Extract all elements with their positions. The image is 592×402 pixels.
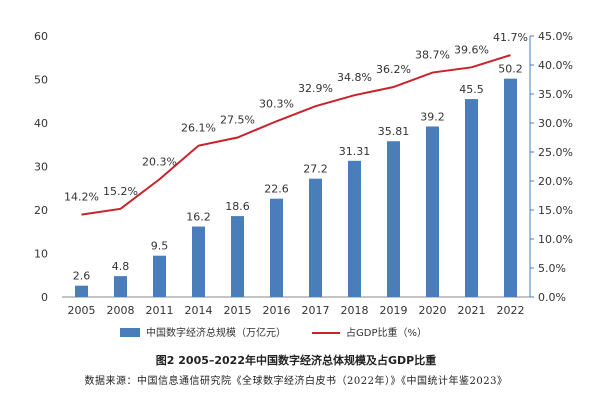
x-axis-tick-label: 2018 [341, 304, 369, 317]
bar-value-label: 22.6 [264, 183, 289, 196]
bar-value-label: 9.5 [151, 240, 169, 253]
legend-bar-label: 中国数字经济总规模（万亿元） [146, 326, 286, 339]
line-value-label: 30.3% [259, 97, 294, 110]
right-axis-tick-label: 0.0% [538, 291, 566, 304]
right-axis-tick-label: 30.0% [538, 117, 573, 130]
bar [75, 285, 88, 297]
line-value-label: 26.1% [181, 122, 216, 135]
line-value-label: 36.2% [376, 63, 411, 76]
bar [309, 178, 322, 297]
right-axis-tick-label: 20.0% [538, 175, 573, 188]
bar-value-label: 35.81 [378, 125, 410, 138]
x-axis-tick-label: 2016 [263, 304, 291, 317]
bar-value-label: 50.2 [498, 63, 523, 76]
bar [153, 255, 166, 297]
legend-line-label: 占GDP比重（%） [346, 326, 427, 339]
x-axis-tick-label: 2008 [107, 304, 135, 317]
line-value-label: 34.8% [337, 71, 372, 84]
data-source-note: 数据来源：中国信息通信研究院《全球数字经济白皮书（2022年）》《中国统计年鉴2… [84, 376, 508, 387]
x-axis-ticks: 2005 2008 2011 2014 2015 2016 2017 2018 2019 2020… [68, 304, 525, 317]
bar-value-label: 18.6 [225, 200, 250, 213]
line-series [81, 54, 511, 216]
left-axis-tick-label: 20 [34, 204, 48, 217]
left-axis-ticks: 0 10 20 30 40 50 60 [34, 30, 48, 304]
bar [114, 276, 127, 297]
line-value-label: 38.7% [415, 49, 450, 62]
left-axis-tick-label: 10 [34, 248, 48, 261]
bar [426, 126, 439, 297]
line-value-label: 14.2% [64, 191, 99, 204]
left-axis-tick-label: 40 [34, 117, 48, 130]
left-axis-tick-label: 0 [41, 291, 48, 304]
bar [270, 198, 283, 297]
figure-caption: 图2 2005–2022年中国数字经济总体规模及占GDP比重 [155, 354, 437, 367]
bar-value-label: 39.2 [420, 110, 445, 123]
left-axis-tick-label: 60 [34, 30, 48, 43]
x-axis-tick-label: 2021 [458, 304, 486, 317]
bar-value-label: 45.5 [459, 83, 484, 96]
right-axis-tick-label: 10.0% [538, 233, 573, 246]
line-value-label: 27.5% [220, 114, 255, 127]
right-axis-ticks: 0.0% 5.0% 10.0% 15.0% 20.0% 25.0% 30.0% 35.0% 40… [530, 30, 573, 304]
bar-value-label: 4.8 [112, 260, 130, 273]
right-axis-tick-label: 15.0% [538, 204, 573, 217]
x-axis-tick-label: 2019 [380, 304, 408, 317]
x-axis-tick-label: 2005 [68, 304, 96, 317]
x-axis-tick-label: 2011 [146, 304, 174, 317]
right-axis-tick-label: 45.0% [538, 30, 573, 43]
legend: 中国数字经济总规模（万亿元） 占GDP比重（%） [120, 326, 427, 339]
bar [387, 141, 400, 297]
bar-value-label: 16.2 [186, 211, 211, 224]
line-value-label: 39.6% [454, 43, 489, 56]
bar-value-label: 2.6 [73, 270, 91, 283]
line-value-label: 41.7% [493, 31, 528, 44]
x-axis-tick-label: 2015 [224, 304, 252, 317]
bar-value-label: 27.2 [303, 163, 328, 176]
x-axis-tick-label: 2014 [185, 304, 213, 317]
right-axis-tick-label: 25.0% [538, 146, 573, 159]
chart: 0 10 20 30 40 50 60 0.0% 5.0% 10.0% 15.0% 20.0% 25.… [34, 30, 573, 339]
x-axis-tick-label: 2020 [419, 304, 447, 317]
left-axis-tick-label: 30 [34, 161, 48, 174]
x-axis-tick-label: 2017 [302, 304, 330, 317]
left-axis-tick-label: 50 [34, 74, 48, 87]
bar [465, 99, 478, 297]
line-value-label: 15.2% [103, 185, 138, 198]
right-axis-tick-label: 35.0% [538, 88, 573, 101]
bar [348, 160, 361, 297]
right-axis-tick-label: 40.0% [538, 59, 573, 72]
legend-bar-swatch [120, 328, 140, 337]
bar-series [75, 78, 517, 297]
line-value-label: 20.3% [142, 155, 177, 168]
x-axis-tick-label: 2022 [497, 304, 525, 317]
right-axis-tick-label: 5.0% [538, 262, 566, 275]
line-data-labels: 14.2% 15.2% 20.3% 26.1% 27.5% 30.3% 32.9% 34.8%… [64, 31, 528, 204]
bar-data-labels: 2.6 4.8 9.5 16.2 18.6 22.6 27.2 31.31 35.81 39.2 4… [73, 63, 523, 283]
bar [192, 226, 205, 297]
bar [504, 78, 517, 297]
bar-value-label: 31.31 [339, 145, 371, 158]
line-value-label: 32.9% [298, 82, 333, 95]
bar [231, 216, 244, 297]
